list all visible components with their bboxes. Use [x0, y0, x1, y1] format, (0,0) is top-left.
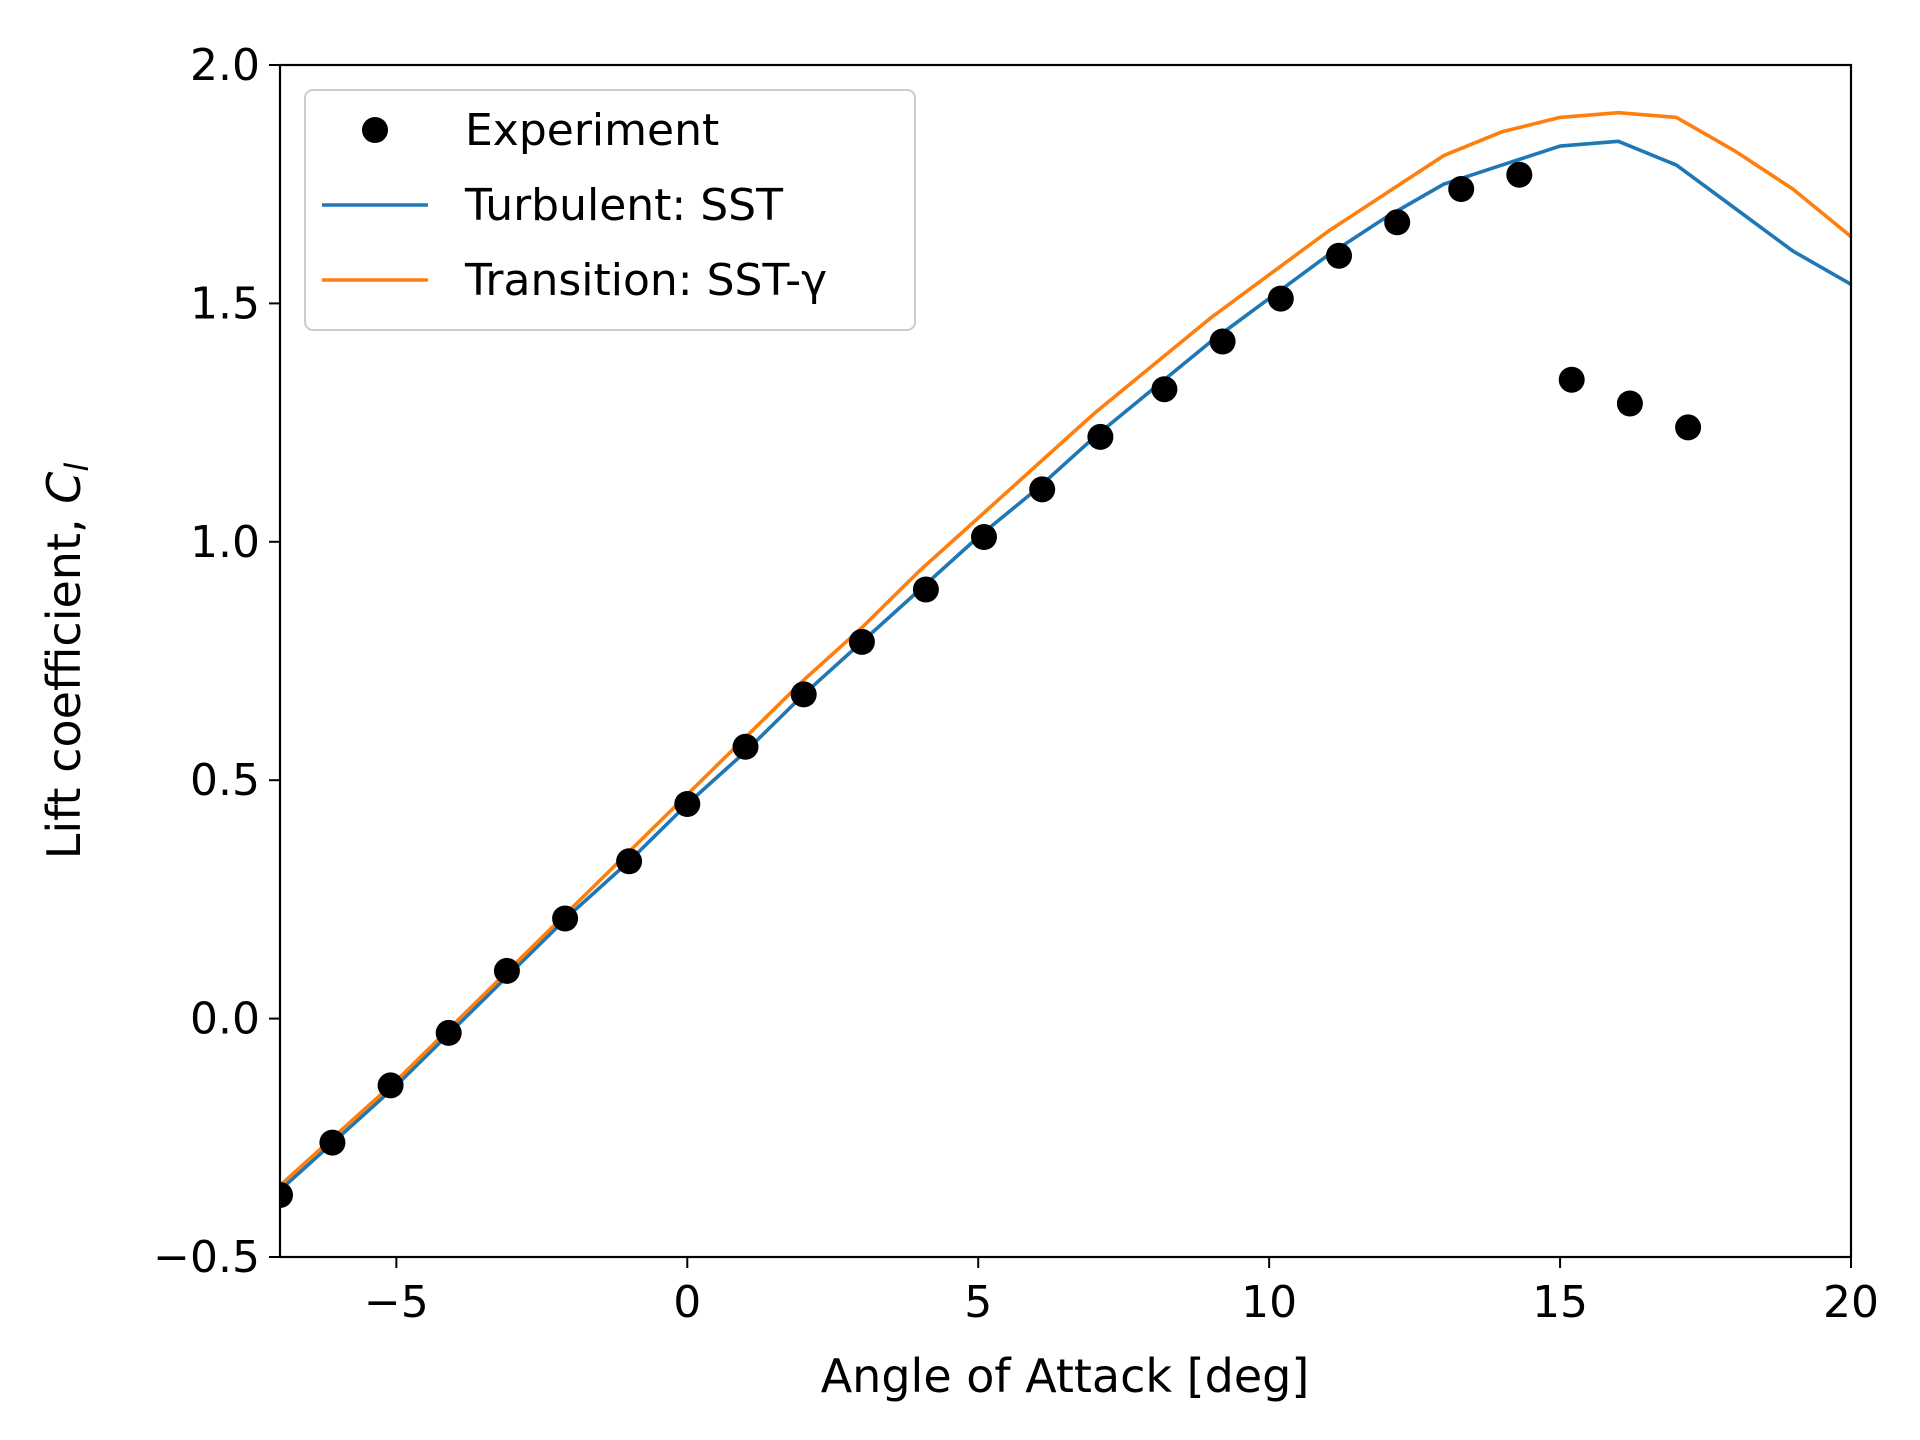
plot-series-layer — [280, 110, 1851, 1208]
experiment-data-point — [1209, 328, 1236, 355]
legend-marker-experiment — [362, 117, 388, 143]
experiment-data-point — [1029, 476, 1056, 503]
experiment-data-point — [912, 576, 939, 603]
series-line-turbulent-sst — [280, 139, 1851, 1192]
legend-label: Turbulent: SST — [464, 180, 783, 231]
x-tick-label: 20 — [1823, 1277, 1879, 1328]
x-tick-label: 0 — [673, 1277, 701, 1328]
legend-label: Transition: SST-γ — [464, 255, 827, 306]
y-tick-label: 0.0 — [190, 994, 260, 1045]
experiment-data-point — [732, 733, 759, 760]
experiment-data-point — [493, 957, 520, 984]
y-tick-label: 1.0 — [190, 517, 260, 568]
plot-frame — [278, 63, 1853, 1259]
experiment-data-point — [1675, 414, 1702, 441]
experiment-data-point — [1384, 209, 1411, 236]
series-line-transition-sst — [280, 110, 1851, 1187]
experiment-data-point — [319, 1129, 346, 1156]
legend-label: Experiment — [465, 105, 719, 156]
y-axis-label-subscript: l — [58, 463, 96, 472]
x-tick-label: 15 — [1532, 1277, 1588, 1328]
experiment-data-point — [1326, 242, 1352, 269]
y-tick-label: 0.5 — [190, 755, 260, 806]
x-axis-label: Angle of Attack [deg] — [821, 1349, 1310, 1403]
x-axis-ticks: −5 0 5 10 15 20 — [364, 1257, 1879, 1328]
legend-box — [304, 89, 916, 331]
x-tick-label: −5 — [364, 1277, 429, 1328]
x-tick-label: 10 — [1241, 1277, 1297, 1328]
experiment-data-point — [971, 524, 997, 550]
experiment-data-point — [280, 1182, 293, 1208]
y-tick-label: 2.0 — [190, 40, 260, 91]
experiment-data-point — [435, 1019, 462, 1046]
y-axis-ticks: −0.5 0.0 0.5 1.0 1.5 2.0 — [153, 40, 280, 1283]
experiment-data-point — [848, 628, 875, 655]
experiment-data-point — [1448, 176, 1475, 202]
experiment-data-point — [1616, 390, 1643, 417]
y-tick-label: −0.5 — [153, 1232, 260, 1283]
y-tick-label: 1.5 — [190, 278, 260, 329]
experiment-data-point — [674, 791, 701, 817]
experiment-data-point — [616, 848, 643, 875]
experiment-data-point — [1506, 161, 1533, 188]
legend: Experiment Turbulent: SST Transition: SST-… — [304, 89, 916, 331]
experiment-data-point — [790, 681, 817, 708]
experiment-data-point — [377, 1072, 404, 1099]
experiment-data-point — [1151, 376, 1178, 403]
experiment-data-point — [1267, 285, 1294, 312]
y-axis-label-math: C — [37, 472, 91, 504]
x-tick-label: 5 — [964, 1277, 992, 1328]
experiment-data-point — [1087, 423, 1114, 450]
y-axis-label-text: Lift coefficient, — [37, 504, 91, 859]
experiment-data-point — [552, 905, 579, 932]
experiment-data-point — [1558, 366, 1585, 393]
y-axis-label: Lift coefficient, Cl — [37, 463, 96, 860]
